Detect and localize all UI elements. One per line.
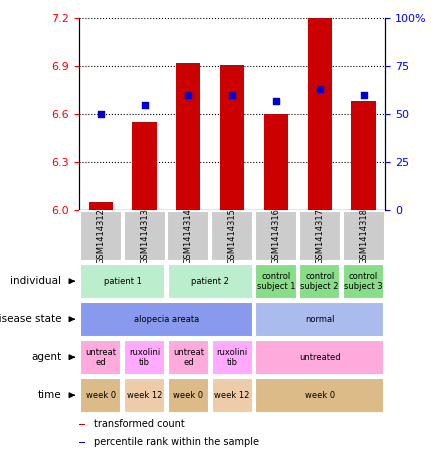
Bar (80, 302, 253, 337)
Text: agent: agent (31, 352, 61, 362)
Text: time: time (38, 390, 61, 400)
Text: week 0: week 0 (305, 390, 335, 400)
Bar (167, 211, 209, 261)
Bar (124, 211, 166, 261)
Text: alopecia areata: alopecia areata (134, 315, 199, 324)
Bar (124, 340, 165, 375)
Text: GSM1414312: GSM1414312 (96, 208, 105, 264)
Bar (176, 63, 200, 210)
Bar (343, 211, 385, 261)
Bar (168, 378, 209, 413)
Bar (211, 211, 253, 261)
Bar (79, 424, 85, 425)
Bar (264, 114, 288, 210)
Bar (255, 302, 384, 337)
Text: untreat
ed: untreat ed (173, 347, 204, 367)
Text: normal: normal (305, 315, 335, 324)
Bar (255, 340, 384, 375)
Point (185, 92, 192, 99)
Point (97, 111, 104, 118)
Text: week 0: week 0 (86, 390, 116, 400)
Text: control
subject 2: control subject 2 (300, 271, 339, 291)
Text: disease state: disease state (0, 314, 61, 324)
Bar (80, 340, 121, 375)
Point (316, 86, 323, 93)
Bar (299, 264, 340, 299)
Text: GSM1414318: GSM1414318 (359, 208, 368, 264)
Text: patient 1: patient 1 (104, 277, 141, 286)
Bar (212, 378, 253, 413)
Text: GSM1414317: GSM1414317 (315, 208, 324, 264)
Bar (168, 264, 253, 299)
Bar (255, 211, 297, 261)
Bar (299, 211, 341, 261)
Text: GSM1414314: GSM1414314 (184, 208, 193, 264)
Text: week 12: week 12 (215, 390, 250, 400)
Text: GSM1414316: GSM1414316 (272, 208, 280, 264)
Bar (79, 442, 85, 443)
Point (229, 92, 236, 99)
Bar (220, 65, 244, 210)
Text: week 0: week 0 (173, 390, 203, 400)
Bar (255, 264, 297, 299)
Bar (168, 340, 209, 375)
Bar (307, 18, 332, 210)
Bar (255, 378, 384, 413)
Text: untreat
ed: untreat ed (85, 347, 116, 367)
Text: ruxolini
tib: ruxolini tib (216, 347, 248, 367)
Bar (212, 340, 253, 375)
Bar (343, 264, 384, 299)
Text: control
subject 1: control subject 1 (257, 271, 295, 291)
Bar (80, 211, 122, 261)
Bar (80, 264, 165, 299)
Text: ruxolini
tib: ruxolini tib (129, 347, 160, 367)
Bar (80, 378, 121, 413)
Text: control
subject 3: control subject 3 (344, 271, 383, 291)
Bar (351, 101, 375, 210)
Point (141, 101, 148, 108)
Bar (132, 122, 156, 210)
Text: patient 2: patient 2 (191, 277, 229, 286)
Text: untreated: untreated (299, 353, 341, 361)
Text: GSM1414313: GSM1414313 (140, 208, 149, 264)
Text: GSM1414315: GSM1414315 (228, 208, 237, 264)
Text: percentile rank within the sample: percentile rank within the sample (94, 437, 259, 447)
Point (360, 92, 367, 99)
Text: individual: individual (11, 276, 61, 286)
Point (272, 97, 279, 104)
Text: week 12: week 12 (127, 390, 162, 400)
Bar (88, 202, 113, 210)
Bar (124, 378, 165, 413)
Text: transformed count: transformed count (94, 419, 185, 429)
